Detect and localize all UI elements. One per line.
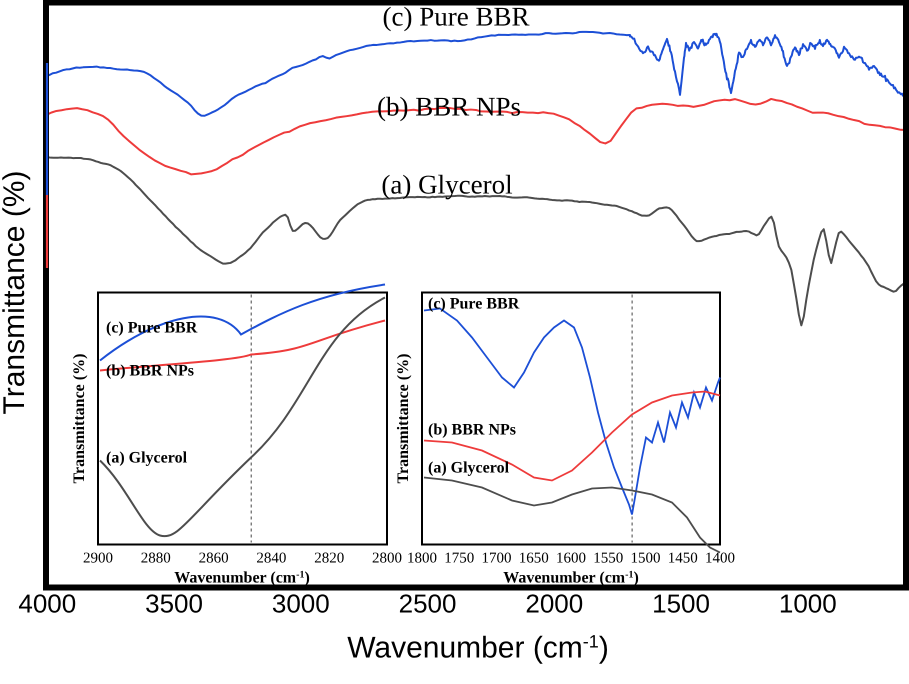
svg-text:1000: 1000	[779, 589, 837, 619]
svg-text:1700: 1700	[482, 551, 512, 567]
svg-text:1750: 1750	[444, 551, 474, 567]
svg-text:2800: 2800	[372, 551, 402, 567]
svg-text:2840: 2840	[256, 551, 286, 567]
svg-text:(c) Pure BBR: (c) Pure BBR	[383, 2, 530, 32]
svg-text:1400: 1400	[705, 551, 735, 567]
svg-text:2900: 2900	[83, 551, 113, 567]
svg-text:(a) Glycerol: (a) Glycerol	[106, 450, 188, 467]
svg-text:(c) Pure BBR: (c) Pure BBR	[428, 296, 520, 313]
svg-text:1650: 1650	[519, 551, 549, 567]
svg-text:2820: 2820	[314, 551, 344, 567]
svg-text:(a) Glycerol: (a) Glycerol	[428, 460, 510, 477]
svg-text:Wavenumber (cm-1): Wavenumber (cm-1)	[503, 569, 639, 587]
svg-text:(b) BBR NPs: (b) BBR NPs	[428, 422, 516, 439]
svg-text:(b) BBR NPs: (b) BBR NPs	[106, 363, 194, 380]
svg-text:1500: 1500	[652, 589, 710, 619]
svg-text:Transmittance (%): Transmittance (%)	[71, 354, 88, 484]
svg-text:Transmittance (%): Transmittance (%)	[395, 354, 412, 484]
svg-text:1550: 1550	[593, 551, 623, 567]
svg-text:Transmittance (%): Transmittance (%)	[0, 171, 31, 415]
svg-text:3000: 3000	[272, 589, 330, 619]
svg-text:1450: 1450	[668, 551, 698, 567]
svg-text:4000: 4000	[18, 589, 76, 619]
svg-text:1600: 1600	[556, 551, 586, 567]
svg-text:(b) BBR NPs: (b) BBR NPs	[377, 92, 521, 122]
svg-text:1800: 1800	[407, 551, 437, 567]
svg-text:(c) Pure BBR: (c) Pure BBR	[106, 320, 198, 337]
svg-text:2860: 2860	[199, 551, 229, 567]
svg-text:2880: 2880	[141, 551, 171, 567]
svg-text:(a) Glycerol: (a) Glycerol	[381, 170, 512, 200]
svg-text:Wavenumber (cm-1): Wavenumber (cm-1)	[174, 569, 310, 587]
svg-text:3500: 3500	[145, 589, 203, 619]
svg-text:Wavenumber (cm-1): Wavenumber (cm-1)	[347, 632, 609, 665]
svg-text:2500: 2500	[399, 589, 457, 619]
svg-text:1500: 1500	[631, 551, 661, 567]
svg-text:2000: 2000	[525, 589, 583, 619]
